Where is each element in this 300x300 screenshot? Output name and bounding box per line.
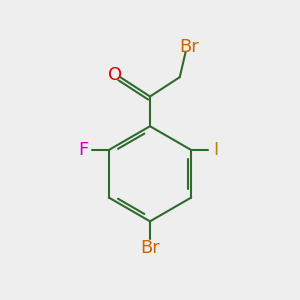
- Text: F: F: [78, 141, 88, 159]
- Text: I: I: [213, 141, 218, 159]
- Text: O: O: [108, 66, 122, 84]
- Text: Br: Br: [179, 38, 199, 56]
- Text: Br: Br: [140, 239, 160, 257]
